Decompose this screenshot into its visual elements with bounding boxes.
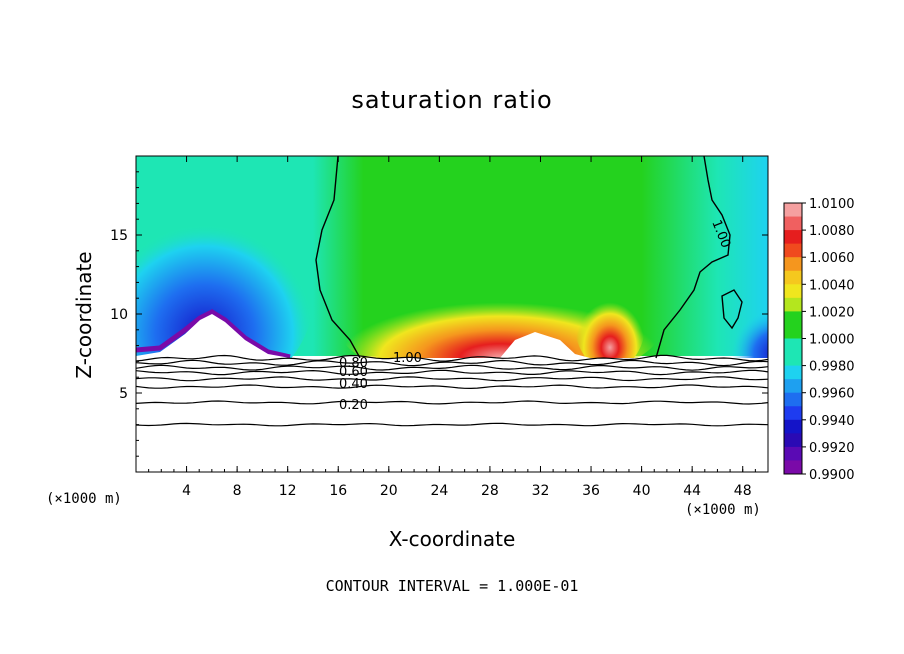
colorbar-label: 1.0020 [809, 305, 855, 320]
colorbar-label: 0.9940 [809, 414, 855, 429]
colorbar-swatch [784, 270, 802, 285]
heatmap-field [136, 156, 768, 472]
y-tick-label: 15 [110, 228, 128, 244]
contour-lines [136, 156, 768, 427]
x-tick-label: 8 [233, 483, 242, 499]
contour-line [136, 400, 768, 405]
x-unit-label-left: (×1000 m) [46, 491, 122, 507]
contour-label: 0.20 [339, 398, 368, 413]
colorbar-swatch [784, 216, 802, 231]
colorbar-swatch [784, 365, 802, 380]
contour-line [136, 354, 768, 362]
field-red-region [575, 280, 645, 370]
x-axis-label: X-coordinate [388, 527, 516, 551]
chart-title: saturation ratio [351, 86, 553, 114]
contour-line [136, 364, 768, 371]
colorbar-swatch [784, 230, 802, 245]
contour-line [136, 369, 768, 376]
contour-label: 1.00 [393, 351, 422, 366]
contour-line [136, 384, 768, 390]
contour-line [136, 359, 768, 367]
colorbar-label: 1.0100 [809, 197, 855, 212]
colorbar-swatch [784, 257, 802, 272]
colorbar-swatch [784, 311, 802, 326]
y-axis-ticks: 5 10 15 [110, 171, 768, 457]
x-tick-label: 40 [633, 483, 651, 499]
colorbar-label: 0.9980 [809, 360, 855, 375]
contour-interval-note: CONTOUR INTERVAL = 1.000E-01 [325, 577, 579, 595]
contour-line-closed [721, 289, 743, 330]
colorbar-swatch [784, 297, 802, 312]
x-tick-label: 28 [481, 483, 499, 499]
x-tick-label: 36 [582, 483, 600, 499]
contour-label: 0.60 [339, 365, 368, 380]
colorbar-label: 1.0080 [809, 224, 855, 239]
colorbar-swatch [784, 338, 802, 353]
colorbar-swatch [784, 379, 802, 394]
colorbar-swatch [784, 446, 802, 461]
x-unit-label-right: (×1000 m) [685, 502, 761, 518]
contour-labels: 1.000.800.600.400.201.00 [339, 218, 733, 413]
x-tick-label: 20 [380, 483, 398, 499]
x-axis-ticks: 4 8 12 16 20 24 28 32 36 40 44 48 [148, 156, 756, 499]
colorbar-label: 1.0060 [809, 251, 855, 266]
colorbar-swatch [784, 392, 802, 407]
colorbar-label: 0.9920 [809, 441, 855, 456]
colorbar-swatch [784, 324, 802, 339]
colorbar-label: 0.9900 [809, 468, 855, 483]
contour-label: 0.40 [339, 377, 368, 392]
x-tick-label: 12 [279, 483, 297, 499]
colorbar-swatch [784, 433, 802, 448]
x-tick-label: 16 [329, 483, 347, 499]
y-tick-label: 5 [119, 386, 128, 402]
colorbar-label: 1.0000 [809, 333, 855, 348]
contour-line [136, 376, 768, 382]
colorbar-swatch [784, 406, 802, 421]
colorbar-swatch [784, 460, 802, 475]
terrain-mask [136, 314, 768, 472]
x-tick-label: 4 [182, 483, 191, 499]
contour-line-boundary [315, 156, 361, 359]
colorbar: 1.0100 1.0080 1.0060 1.0040 1.0020 1.0000 0.99… [783, 197, 855, 483]
colorbar-label: 1.0040 [809, 278, 855, 293]
x-tick-label: 24 [430, 483, 448, 499]
field-right-blue [720, 290, 768, 370]
colorbar-label: 0.9960 [809, 387, 855, 402]
colorbar-swatch [784, 203, 802, 218]
x-tick-label: 48 [734, 483, 752, 499]
colorbar-swatch [784, 243, 802, 258]
terrain-rim [136, 309, 291, 360]
colorbar-swatch [784, 284, 802, 299]
colorbar-swatch [784, 419, 802, 434]
contour-line-boundary [655, 156, 731, 359]
contour-label: 0.80 [339, 356, 368, 371]
contour-line [136, 422, 768, 427]
x-tick-label: 44 [683, 483, 701, 499]
colorbar-swatch [784, 352, 802, 367]
x-tick-label: 32 [532, 483, 550, 499]
y-tick-label: 10 [110, 307, 128, 323]
